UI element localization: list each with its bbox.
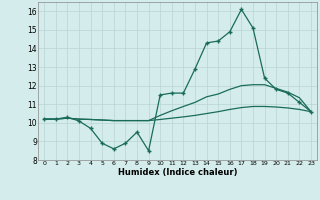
X-axis label: Humidex (Indice chaleur): Humidex (Indice chaleur)	[118, 168, 237, 177]
